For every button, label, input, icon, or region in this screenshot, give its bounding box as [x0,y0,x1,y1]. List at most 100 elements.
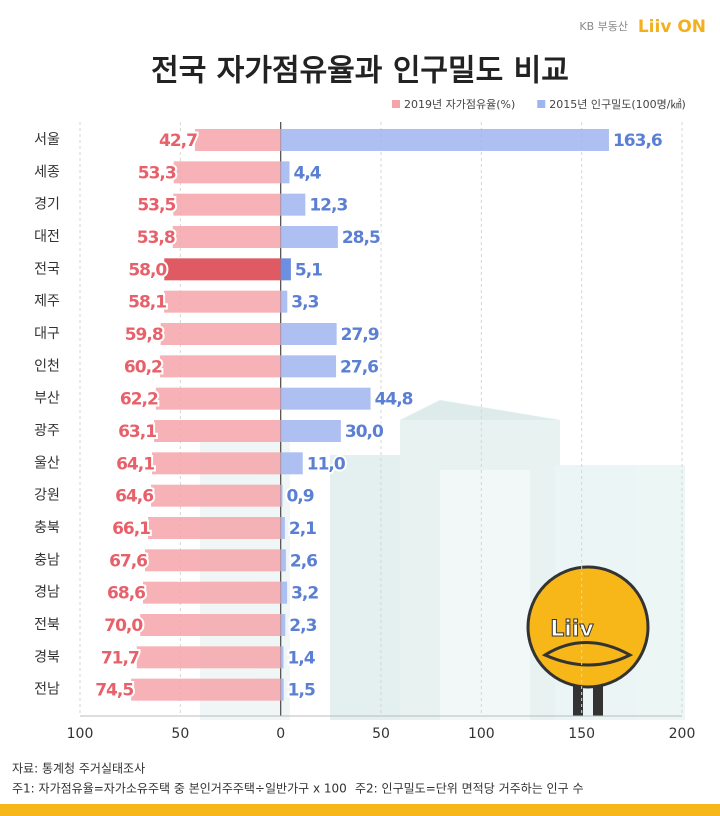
y-tick-label: 경기 [34,197,60,213]
bar [280,581,288,604]
x-tick-label: 50 [372,726,390,742]
bar [159,355,281,378]
value-label: 53,8 [137,228,175,248]
legend-label: 2015년 인구밀도(100명/㎢) [549,98,686,111]
bar [160,323,281,345]
value-label: 62,2 [120,390,158,410]
bar [280,549,286,572]
value-label: 67,6 [109,551,147,571]
value-label: 1,5 [288,681,315,701]
bar [280,517,285,539]
value-label: 42,7 [159,131,197,151]
value-label: 53,5 [137,196,175,216]
value-label: 3,3 [291,293,318,313]
legend-swatch [537,100,546,108]
y-tick-label: 경북 [34,649,60,665]
value-label: 60,2 [124,357,162,377]
footnote: 주1: 자가점유율=자가소유주택 중 본인거주주택÷일반가구 x 100 [12,782,347,796]
value-label: 27,9 [341,325,379,345]
bar [154,420,281,442]
bar [164,258,281,281]
y-tick-label: 인천 [34,358,60,374]
value-label: 2,3 [289,616,316,636]
bar [172,226,281,248]
bar [140,614,281,636]
bar [280,614,286,636]
value-label: 64,6 [115,487,153,507]
value-label: 71,7 [101,648,139,668]
x-tick-label: 150 [568,726,595,742]
x-tick-label: 100 [67,726,94,742]
source-note: 자료: 통계청 주거실태조사 [12,762,145,776]
chart-title: 전국 자가점유율과 인구밀도 비교 [151,54,569,89]
y-tick-label: 세종 [34,164,60,180]
x-tick-label: 200 [669,726,696,742]
value-label: 59,8 [125,325,163,345]
value-label: 12,3 [309,196,347,216]
bar [194,129,281,151]
bar [280,129,609,151]
character: Liiv [526,565,650,716]
value-label: 5,1 [295,260,322,280]
y-tick-label: 강원 [34,488,60,504]
bar [280,452,303,475]
bar [280,484,283,507]
bar [143,581,281,604]
y-tick-label: 전남 [34,682,60,698]
legend-swatch [392,100,400,108]
y-tick-label: 충북 [34,520,60,536]
bar [280,161,290,184]
value-label: 4,4 [293,163,321,183]
value-label: 163,6 [613,131,662,151]
bar [280,226,338,248]
bar [145,549,281,572]
brand-logo: Liiv ON [638,17,706,37]
y-tick-label: 부산 [34,391,60,407]
bar [280,678,284,701]
value-label: 44,8 [375,390,413,410]
value-label: 28,5 [342,228,380,248]
bar [173,193,281,216]
y-tick-label: 대구 [34,326,60,342]
bar [280,193,306,216]
value-label: 53,3 [138,163,176,183]
bar [136,646,281,669]
bar [148,517,281,539]
x-tick-label: 50 [171,726,189,742]
y-tick-label: 전북 [34,617,60,633]
bar [164,290,281,313]
value-label: 66,1 [112,519,150,539]
value-label: 3,2 [291,584,318,604]
value-label: 1,4 [287,648,315,668]
bar [155,387,281,410]
value-label: 74,5 [95,681,133,701]
y-tick-label: 제주 [34,294,60,310]
value-label: 63,1 [118,422,156,442]
legend-label: 2019년 자가점유율(%) [404,98,515,111]
footer-bar [0,804,720,816]
value-label: 70,0 [104,616,143,636]
value-label: 68,6 [107,584,145,604]
x-tick-label: 100 [468,726,495,742]
bar [280,323,337,345]
bar [151,484,281,507]
bar [280,646,284,669]
value-label: 2,1 [289,519,316,539]
value-label: 0,9 [286,487,313,507]
bar [280,258,291,281]
y-tick-label: 경남 [34,585,60,601]
value-label: 58,1 [128,293,166,313]
bar [173,161,281,184]
value-label: 27,6 [340,357,378,377]
bar [280,387,371,410]
y-tick-label: 전국 [34,261,60,277]
brand-name: KB 부동산 [579,20,628,33]
y-tick-label: 대전 [34,229,60,245]
value-label: 30,0 [345,422,384,442]
value-label: 64,1 [116,454,154,474]
y-tick-label: 울산 [34,455,60,471]
bar [131,678,281,701]
y-tick-label: 서울 [34,132,60,148]
x-tick-label: 0 [276,726,285,742]
value-label: 2,6 [290,551,317,571]
